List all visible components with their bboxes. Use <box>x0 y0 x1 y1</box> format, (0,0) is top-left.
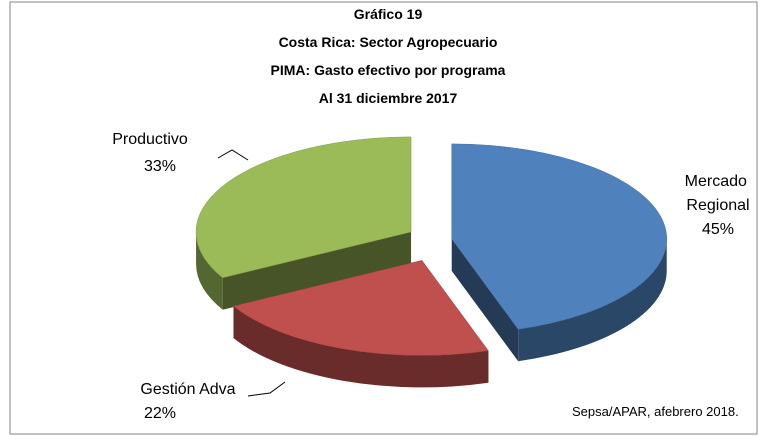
pie-slice <box>232 260 489 356</box>
pie-outer-wall <box>233 306 489 388</box>
slice-value-label: 45% <box>702 221 734 238</box>
pie-slice <box>195 136 412 278</box>
pie-slice <box>451 143 667 330</box>
pie-tops <box>195 136 667 356</box>
slice-label: Mercado Regional <box>685 173 752 214</box>
leader-line <box>217 149 249 161</box>
slice-label: Productivo <box>112 131 188 148</box>
leader-line <box>247 381 286 397</box>
slice-value-label: 33% <box>144 158 176 175</box>
slice-label: Gestión Adva <box>140 381 235 398</box>
source-note: Sepsa/APAR, afebrero 2018. <box>572 404 739 419</box>
slice-value-label: 22% <box>144 405 176 422</box>
pie-outer-wall <box>196 231 223 310</box>
chart-title: PIMA: Gasto efectivo por programa <box>271 62 506 78</box>
pie-outer-wall <box>518 238 667 362</box>
pie-side-wall <box>222 231 412 310</box>
chart-title: Al 31 diciembre 2017 <box>319 90 458 106</box>
pie-side-wall <box>451 238 519 362</box>
chart-title: Costa Rica: Sector Agropecuario <box>279 34 498 50</box>
chart-title: Gráfico 19 <box>354 6 423 22</box>
